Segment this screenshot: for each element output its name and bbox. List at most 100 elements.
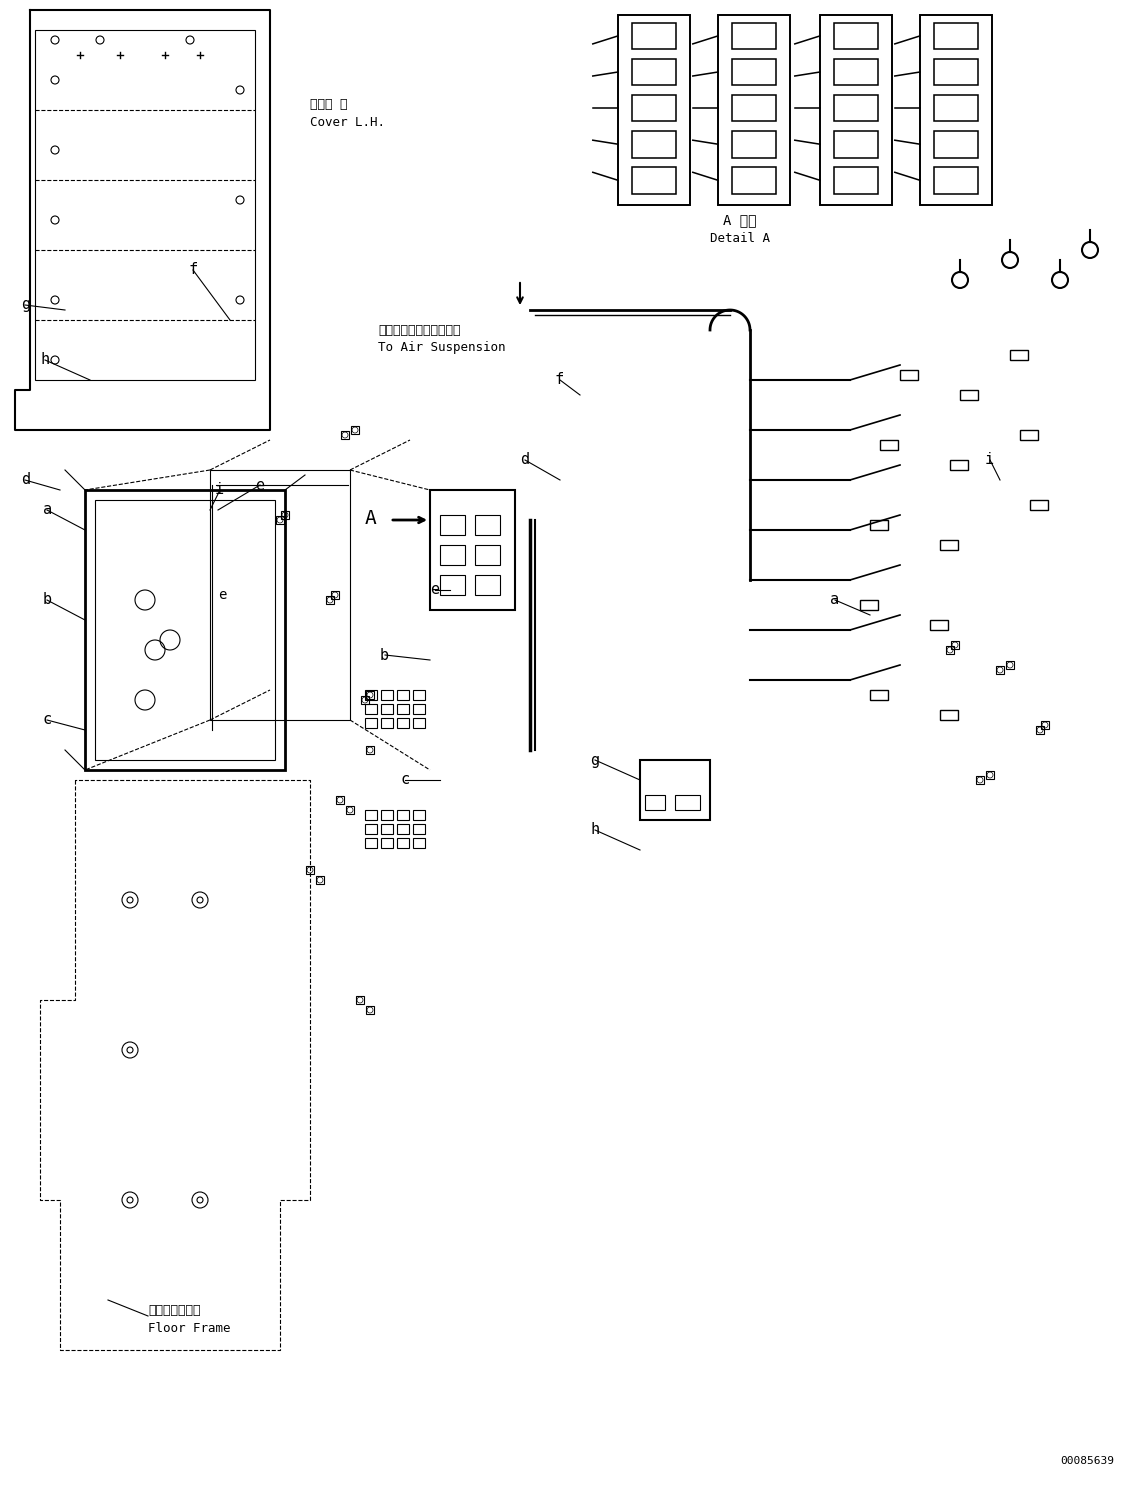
Text: 00085639: 00085639 bbox=[1060, 1457, 1114, 1466]
Bar bbox=[95, 499, 276, 760]
Text: A 詳細: A 詳細 bbox=[723, 213, 757, 227]
Bar bbox=[934, 167, 978, 194]
Bar bbox=[331, 590, 339, 599]
Bar bbox=[718, 15, 790, 204]
Bar bbox=[900, 370, 918, 380]
Text: i: i bbox=[985, 452, 994, 468]
Bar bbox=[881, 440, 898, 450]
Bar bbox=[732, 22, 776, 49]
Bar bbox=[633, 131, 676, 158]
Bar bbox=[633, 167, 676, 194]
Bar bbox=[397, 838, 409, 848]
Bar bbox=[397, 704, 409, 714]
Bar bbox=[820, 15, 892, 204]
Bar bbox=[276, 516, 284, 523]
Text: フロアフレーム: フロアフレーム bbox=[148, 1303, 201, 1317]
Text: e: e bbox=[255, 477, 264, 492]
Bar bbox=[430, 491, 515, 610]
Bar bbox=[633, 58, 676, 85]
Bar bbox=[1035, 726, 1044, 734]
Bar bbox=[366, 690, 374, 699]
Bar bbox=[930, 620, 948, 631]
Bar bbox=[475, 514, 501, 535]
Bar bbox=[341, 431, 349, 438]
Bar bbox=[85, 491, 285, 769]
Bar bbox=[413, 690, 425, 699]
Bar bbox=[316, 877, 324, 884]
Bar bbox=[946, 646, 954, 655]
Text: f: f bbox=[189, 262, 197, 277]
Text: b: b bbox=[42, 592, 52, 607]
Bar bbox=[1010, 350, 1027, 359]
Text: e: e bbox=[218, 587, 226, 602]
Bar bbox=[951, 461, 968, 470]
Text: Cover L.H.: Cover L.H. bbox=[310, 115, 385, 128]
Bar bbox=[996, 666, 1004, 674]
Bar bbox=[940, 540, 957, 550]
Bar bbox=[397, 825, 409, 833]
Bar bbox=[365, 719, 377, 728]
Bar bbox=[951, 641, 959, 649]
Bar bbox=[381, 704, 393, 714]
Bar bbox=[1030, 499, 1048, 510]
Bar bbox=[381, 838, 393, 848]
Bar bbox=[413, 704, 425, 714]
Bar bbox=[860, 599, 878, 610]
Bar bbox=[365, 810, 377, 820]
Bar bbox=[732, 167, 776, 194]
Bar bbox=[366, 1006, 374, 1014]
Bar bbox=[645, 795, 665, 810]
Bar bbox=[381, 810, 393, 820]
Bar bbox=[986, 771, 994, 778]
Bar bbox=[413, 838, 425, 848]
Text: Floor Frame: Floor Frame bbox=[148, 1321, 231, 1334]
Text: c: c bbox=[42, 713, 52, 728]
Bar bbox=[732, 131, 776, 158]
Bar bbox=[381, 825, 393, 833]
Bar bbox=[381, 690, 393, 699]
Text: To Air Suspension: To Air Suspension bbox=[378, 341, 505, 355]
Text: h: h bbox=[41, 352, 51, 367]
Bar bbox=[732, 95, 776, 121]
Bar bbox=[475, 546, 501, 565]
Bar bbox=[413, 825, 425, 833]
Text: g: g bbox=[590, 753, 599, 768]
Bar bbox=[413, 810, 425, 820]
Bar bbox=[440, 514, 465, 535]
Bar bbox=[1006, 661, 1014, 669]
Text: a: a bbox=[830, 592, 839, 607]
Bar bbox=[210, 470, 350, 720]
Bar bbox=[835, 58, 877, 85]
Bar bbox=[732, 58, 776, 85]
Bar bbox=[870, 520, 889, 529]
Text: f: f bbox=[554, 373, 564, 388]
Bar bbox=[281, 511, 289, 519]
Bar bbox=[397, 690, 409, 699]
Bar bbox=[976, 775, 984, 784]
Bar bbox=[397, 810, 409, 820]
Bar bbox=[633, 95, 676, 121]
Text: g: g bbox=[21, 298, 30, 313]
Text: h: h bbox=[590, 823, 599, 838]
Bar bbox=[346, 807, 354, 814]
Text: b: b bbox=[380, 647, 389, 662]
Bar bbox=[835, 131, 877, 158]
Text: i: i bbox=[215, 483, 224, 498]
Bar bbox=[365, 838, 377, 848]
Bar bbox=[920, 15, 992, 204]
Bar bbox=[351, 426, 359, 434]
Bar bbox=[360, 696, 369, 704]
Bar bbox=[675, 795, 700, 810]
Bar bbox=[835, 167, 877, 194]
Bar bbox=[307, 866, 315, 874]
Bar bbox=[381, 719, 393, 728]
Bar bbox=[336, 796, 344, 804]
Bar bbox=[934, 22, 978, 49]
Text: a: a bbox=[42, 502, 52, 517]
Bar bbox=[440, 576, 465, 595]
Bar bbox=[934, 95, 978, 121]
Text: A: A bbox=[365, 508, 377, 528]
Bar bbox=[960, 391, 978, 400]
Text: Detail A: Detail A bbox=[709, 231, 770, 245]
Bar bbox=[326, 596, 334, 604]
